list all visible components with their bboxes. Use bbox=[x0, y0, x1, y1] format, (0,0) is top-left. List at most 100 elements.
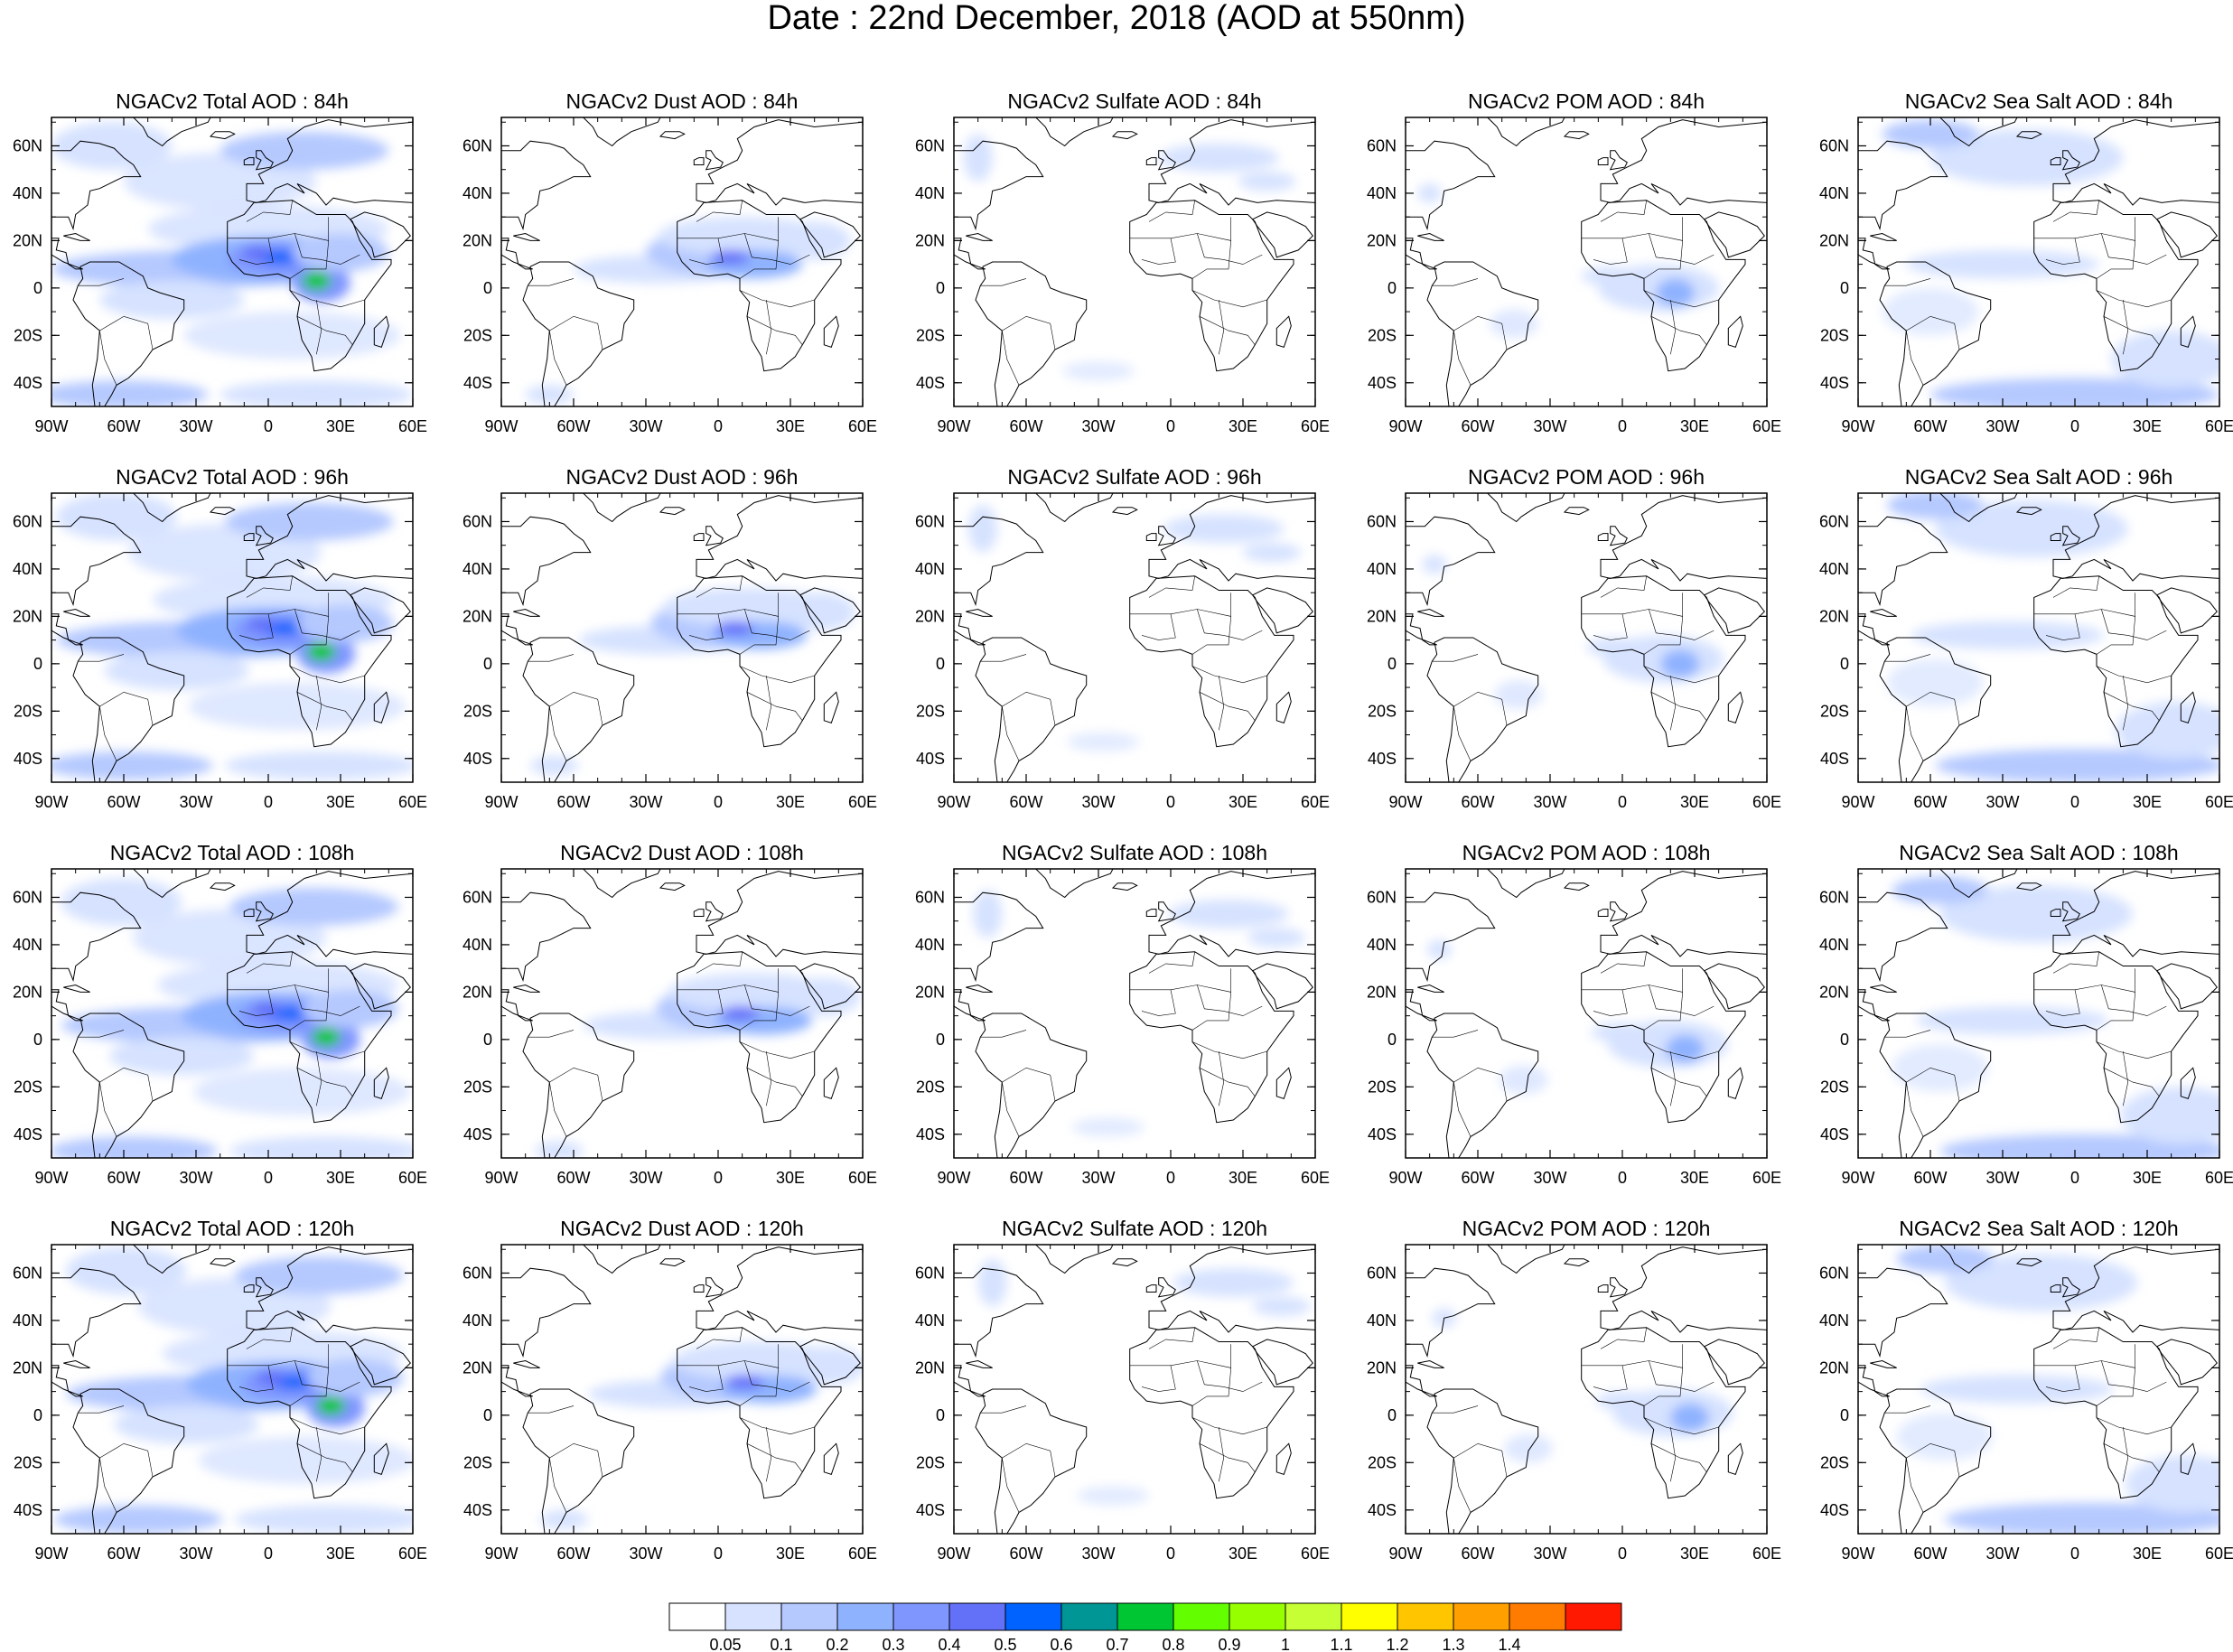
x-tick-label: 30W bbox=[1985, 1169, 2019, 1187]
country-border bbox=[766, 1050, 772, 1106]
coastline bbox=[975, 1388, 1088, 1534]
coastline bbox=[1406, 238, 1437, 270]
coastline bbox=[2155, 963, 2218, 1010]
coastline bbox=[1563, 882, 1590, 891]
country-border bbox=[1884, 278, 1931, 286]
coastline bbox=[1417, 1359, 1444, 1368]
colorbar-label: 1.4 bbox=[1498, 1636, 1520, 1652]
aod-plume bbox=[251, 1001, 281, 1016]
coastline bbox=[975, 261, 1088, 406]
y-tick-label: 20S bbox=[463, 702, 492, 720]
y-tick-label: 60N bbox=[915, 888, 945, 906]
x-tick-label: 60E bbox=[1301, 1545, 1330, 1563]
aod-plume bbox=[1417, 183, 1442, 203]
country-border bbox=[1649, 1360, 1714, 1392]
coastline bbox=[2180, 1067, 2196, 1100]
coastlines bbox=[501, 117, 863, 406]
coastline bbox=[2015, 882, 2042, 891]
y-tick-label: 40N bbox=[915, 560, 945, 578]
x-tick-label: 60W bbox=[1461, 793, 1494, 811]
aod-plume bbox=[788, 977, 861, 1016]
country-border bbox=[1453, 1067, 1508, 1102]
aod-plume bbox=[1945, 1502, 2219, 1534]
map-panel-seasalt-1: NGACv2 Sea Salt AOD : 96h 90W 60W 30W 0 30E 60… bbox=[1819, 465, 2233, 811]
y-tick-label: 60N bbox=[1367, 512, 1397, 530]
map-frame bbox=[51, 1244, 414, 1535]
y-tick-label: 20N bbox=[1367, 1358, 1397, 1377]
x-tick-label: 60E bbox=[1752, 793, 1781, 811]
y-tick-label: 20S bbox=[1368, 1078, 1397, 1096]
country-border bbox=[1219, 675, 1225, 731]
coastline bbox=[501, 140, 592, 231]
aod-plume bbox=[1882, 119, 1979, 149]
coastline bbox=[1727, 1067, 1743, 1100]
coastline bbox=[705, 526, 724, 546]
country-border bbox=[2045, 613, 2080, 640]
country-border bbox=[99, 691, 154, 726]
aod-plume bbox=[247, 616, 276, 631]
aod-plume bbox=[297, 604, 394, 643]
x-tick-label: 30W bbox=[1081, 417, 1115, 435]
country-border bbox=[980, 654, 1027, 662]
y-tick-label: 0 bbox=[1840, 1031, 1849, 1049]
country-border bbox=[1581, 609, 1684, 655]
y-tick-label: 20S bbox=[916, 326, 945, 344]
country-border bbox=[1002, 1082, 1020, 1137]
x-tick-label: 0 bbox=[2070, 417, 2079, 435]
coastline bbox=[513, 608, 540, 617]
coastline bbox=[1251, 211, 1313, 258]
aod-plume bbox=[229, 888, 398, 926]
country-border bbox=[744, 1360, 810, 1392]
coastline bbox=[582, 493, 661, 523]
coastline bbox=[1406, 613, 1437, 646]
x-tick-label: 30E bbox=[326, 417, 355, 435]
map-panel-pom-2: NGACv2 POM AOD : 108h 90W 60W 30W 0 30E 60E 60N… bbox=[1367, 841, 1781, 1187]
coastline bbox=[582, 117, 661, 147]
colorbar-swatch bbox=[1060, 1602, 1118, 1631]
coastline bbox=[2052, 119, 2219, 206]
colorbar-swatch bbox=[780, 1602, 838, 1631]
colorbar-swatch bbox=[1397, 1602, 1454, 1631]
coastline bbox=[1600, 1246, 1767, 1333]
coastline bbox=[246, 495, 413, 582]
colorbar-swatch bbox=[1285, 1602, 1342, 1631]
x-tick-label: 60W bbox=[107, 1169, 140, 1187]
x-tick-label: 90W bbox=[484, 1545, 518, 1563]
country-border bbox=[739, 666, 815, 684]
y-tick-label: 0 bbox=[936, 1406, 945, 1424]
coastline bbox=[1609, 1277, 1628, 1298]
y-tick-label: 60N bbox=[462, 136, 492, 154]
coastline bbox=[659, 882, 686, 891]
country-border bbox=[99, 706, 117, 761]
aod-plume bbox=[1422, 555, 1447, 574]
country-border bbox=[78, 1405, 125, 1414]
x-tick-label: 0 bbox=[264, 1545, 273, 1563]
aod-plume bbox=[241, 245, 271, 260]
country-border bbox=[1906, 1082, 1924, 1137]
panel-title: NGACv2 Sea Salt AOD : 108h bbox=[1899, 841, 2178, 864]
coastline bbox=[1703, 1339, 1765, 1386]
coastline bbox=[705, 150, 724, 171]
x-tick-label: 60E bbox=[1752, 417, 1781, 435]
country-border bbox=[316, 299, 322, 355]
colorbar-label: 0.4 bbox=[938, 1636, 960, 1652]
coastline bbox=[1111, 1258, 1138, 1267]
coastline bbox=[243, 1284, 255, 1293]
coastline bbox=[1870, 608, 1897, 617]
coastline bbox=[501, 516, 592, 607]
map-frame bbox=[1857, 1244, 2220, 1535]
country-border bbox=[528, 278, 575, 286]
coastline bbox=[2061, 1277, 2080, 1298]
coastline bbox=[1148, 1246, 1315, 1333]
y-tick-label: 40N bbox=[1819, 1311, 1849, 1330]
x-tick-label: 90W bbox=[1388, 793, 1422, 811]
country-border bbox=[1906, 1458, 1924, 1513]
country-border bbox=[1643, 290, 1719, 308]
panel-title: NGACv2 POM AOD : 108h bbox=[1462, 841, 1711, 864]
y-tick-label: 40N bbox=[1367, 560, 1397, 578]
coastline bbox=[1145, 1284, 1157, 1293]
panel-title: NGACv2 Total AOD : 96h bbox=[116, 465, 349, 489]
country-border bbox=[246, 1327, 293, 1349]
country-border bbox=[1670, 299, 1677, 355]
x-tick-label: 0 bbox=[1166, 417, 1175, 435]
